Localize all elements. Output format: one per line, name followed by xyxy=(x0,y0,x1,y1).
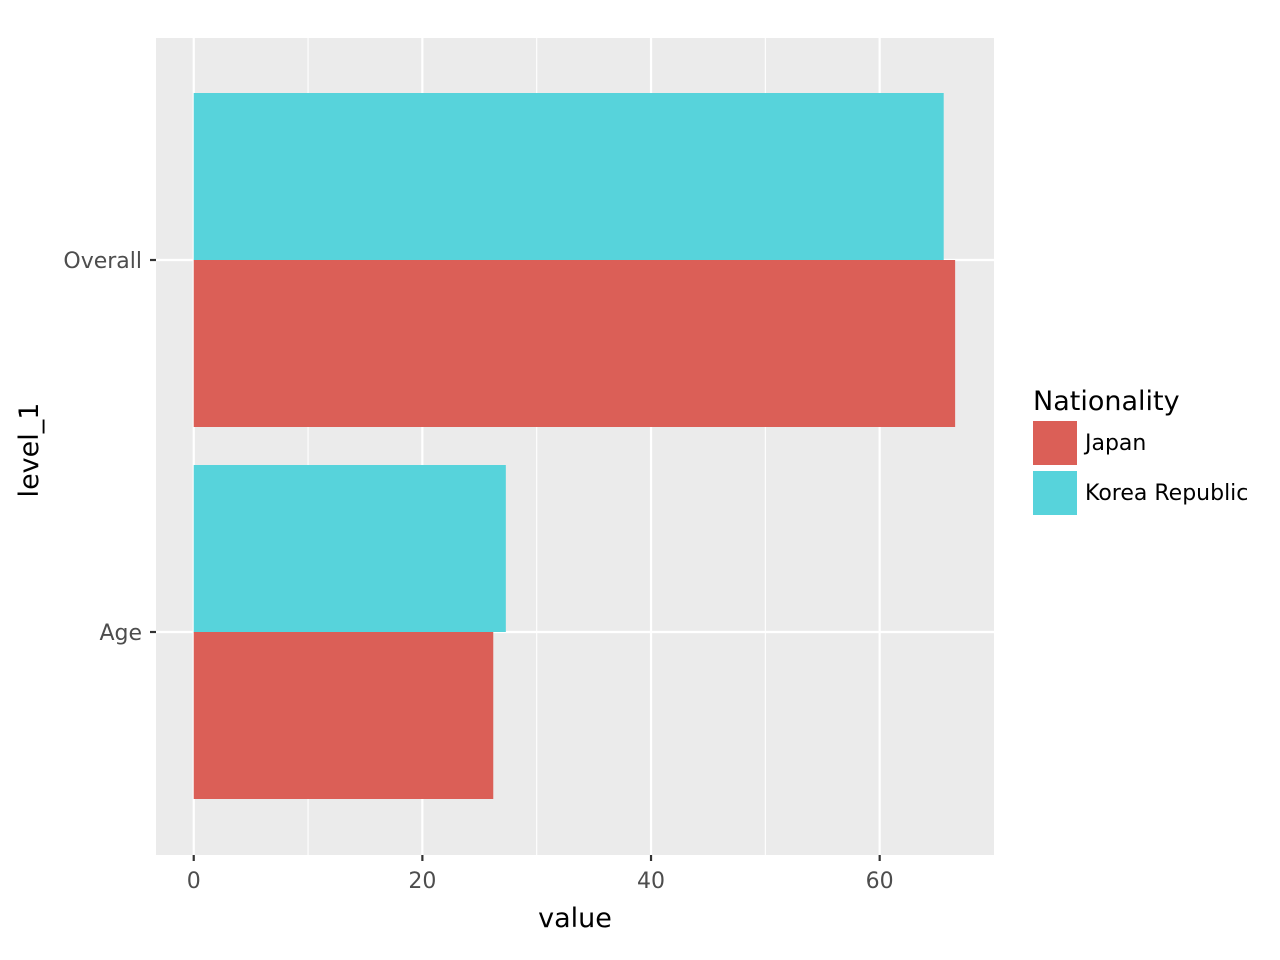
x-tick-label: 0 xyxy=(187,869,201,894)
bars xyxy=(193,93,956,799)
x-axis-title: value xyxy=(538,903,612,934)
y-tick-label: Overall xyxy=(63,249,142,274)
y-axis-title: level_1 xyxy=(14,403,45,498)
bar-overall-japan xyxy=(193,260,956,427)
y-tick-label: Age xyxy=(99,621,142,646)
legend-swatch xyxy=(1033,471,1077,515)
legend-swatch xyxy=(1033,421,1077,465)
x-tick-label: 20 xyxy=(408,869,436,894)
legend: Nationality Japan Korea Republic xyxy=(1033,386,1248,515)
legend-title: Nationality xyxy=(1033,386,1180,417)
x-tick-label: 60 xyxy=(866,869,894,894)
y-axis: Age Overall xyxy=(63,249,156,646)
x-axis: 0 20 40 60 xyxy=(187,855,894,894)
legend-label: Japan xyxy=(1083,431,1146,456)
bar-age-japan xyxy=(193,632,494,799)
bar-overall-korea-republic xyxy=(193,93,944,260)
legend-label: Korea Republic xyxy=(1085,481,1248,506)
x-tick-label: 40 xyxy=(637,869,665,894)
bar-age-korea-republic xyxy=(193,465,506,632)
